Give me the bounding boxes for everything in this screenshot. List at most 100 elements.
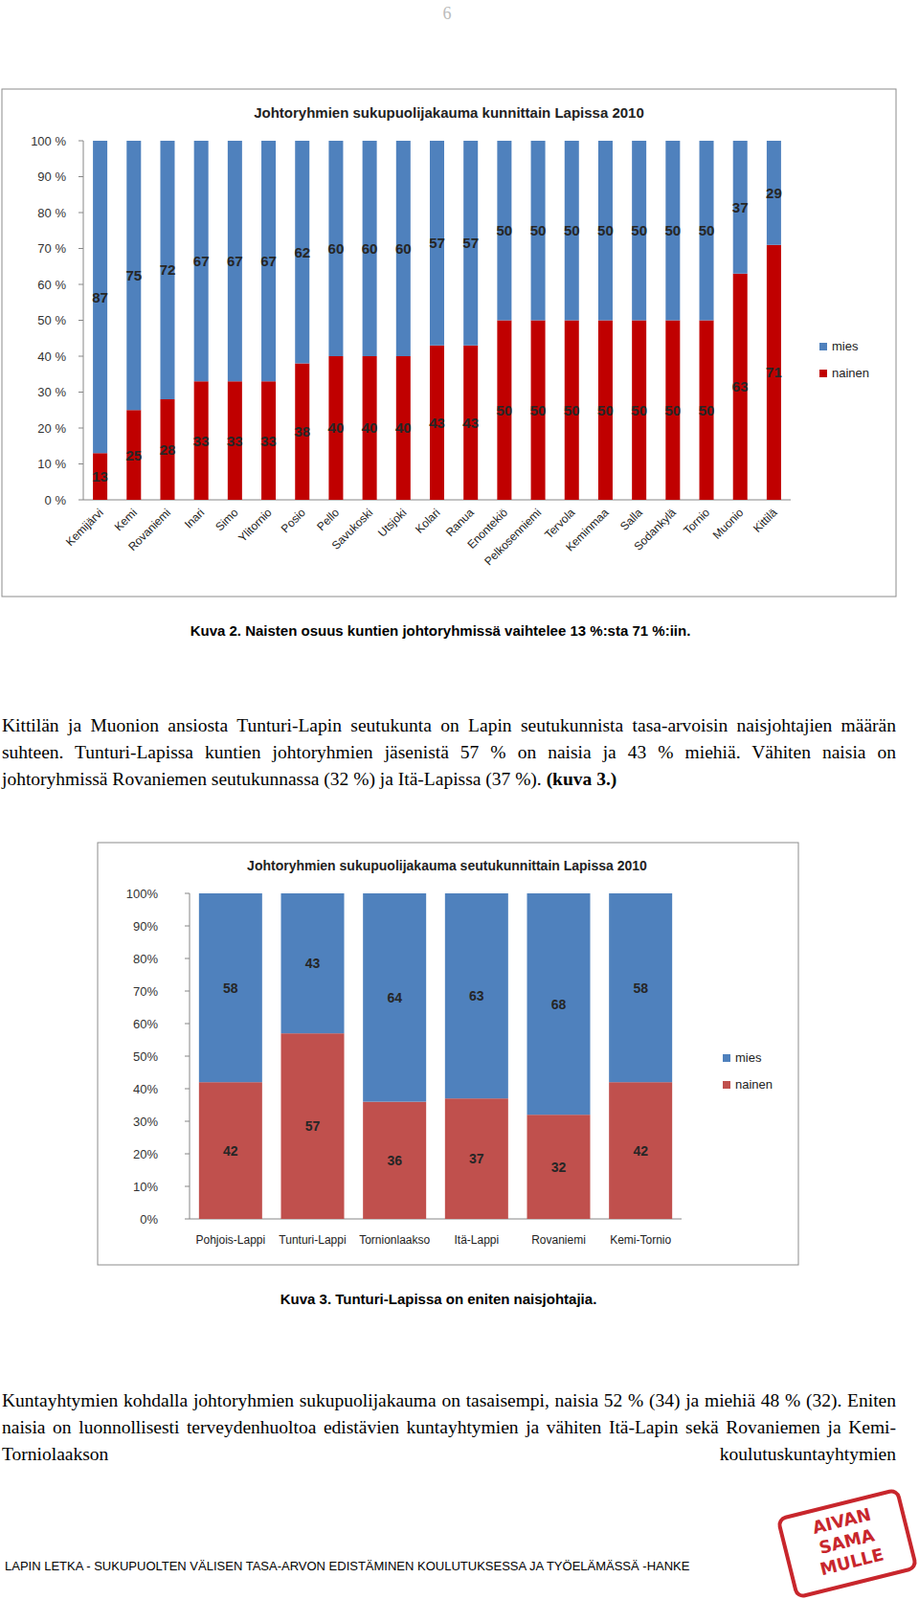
data-label: 60 <box>328 240 345 257</box>
y-tick <box>184 893 190 895</box>
chart: Johtoryhmien sukupuolijakauma kunnittain… <box>1 89 897 597</box>
bar-segment <box>608 1081 673 1219</box>
bar-segment <box>281 1032 345 1219</box>
bar-segment <box>261 381 276 500</box>
data-label: 37 <box>732 199 749 216</box>
bar-segment <box>699 140 715 321</box>
x-tick-label: Itä-Lappi <box>453 1232 499 1247</box>
y-tick <box>78 356 84 358</box>
y-tick <box>184 1218 190 1220</box>
bar-segment <box>429 140 445 346</box>
y-tick-label: 10% <box>133 1179 158 1194</box>
x-tick-label: Tornionlaakso <box>358 1232 430 1247</box>
y-tick <box>184 958 190 960</box>
y-tick <box>78 140 84 142</box>
data-label: 60 <box>361 240 379 257</box>
data-label: 43 <box>305 955 321 971</box>
legend-swatch <box>819 369 828 378</box>
y-tick-label: 40% <box>133 1081 158 1097</box>
y-tick-label: 40 % <box>37 349 67 364</box>
paragraph: Kuntayhtymien kohdalla johtoryhmien suku… <box>1 1387 897 1468</box>
bar-segment <box>631 140 647 321</box>
page-graphics: 6 Johtoryhmien sukupuolijakauma kunnittai… <box>0 0 919 1600</box>
y-tick-label: 10 % <box>37 456 67 471</box>
data-label: 75 <box>125 267 142 284</box>
x-tick-label: Pello <box>313 505 342 534</box>
bar-segment <box>92 452 108 500</box>
x-tick-label: Rovaniemi <box>125 505 174 554</box>
y-tick-label: 20% <box>133 1146 158 1162</box>
y-tick <box>184 1120 190 1122</box>
x-tick-label: Tunturi-Lappi <box>278 1232 346 1247</box>
logo-frame <box>778 1489 918 1597</box>
x-tick-label: Ylitornio <box>235 505 275 545</box>
legend-swatch <box>722 1080 731 1089</box>
caption: Kuva 3. Tunturi-Lapissa on eniten naisjo… <box>0 1290 877 1307</box>
data-labels: 425736373242584364636858 <box>223 955 649 1175</box>
data-label: 57 <box>305 1118 321 1134</box>
bar-segment <box>564 140 580 321</box>
data-label: 50 <box>698 402 716 419</box>
bar-segment <box>396 356 411 500</box>
data-label: 43 <box>462 414 479 431</box>
data-label: 50 <box>698 222 716 239</box>
y-tick <box>184 1153 190 1155</box>
y-tick <box>78 212 84 214</box>
data-label: 71 <box>765 363 783 381</box>
y-tick-label: 30% <box>133 1114 158 1129</box>
bar-segment <box>531 140 546 321</box>
y-tick-label: 100% <box>126 886 159 901</box>
bar-segment <box>159 399 175 500</box>
bar-segment <box>362 356 378 500</box>
data-label: 63 <box>469 987 485 1004</box>
y-tick-label: 50% <box>133 1049 158 1064</box>
bar-segment <box>126 409 141 500</box>
bar-segment <box>194 140 209 382</box>
y-tick-label: 50 % <box>37 313 67 328</box>
bar-segment <box>527 893 591 1115</box>
data-label: 50 <box>530 222 547 239</box>
data-label: 50 <box>496 402 514 419</box>
bar-segment <box>92 140 108 453</box>
data-label: 50 <box>563 222 581 239</box>
data-labels: 1325283333333840404043435050505050505063… <box>91 184 782 485</box>
y-tick-label: 0% <box>139 1211 158 1227</box>
footer: LAPIN LETKA - SUKUPUOLTEN VÄLISEN TASA-A… <box>4 1558 690 1573</box>
page-number: 6 <box>443 3 452 23</box>
y-tick <box>78 463 84 465</box>
x-tick-label: Salla <box>617 505 646 534</box>
data-label: 50 <box>597 222 614 239</box>
x-tick-label: Keminmaa <box>562 505 612 555</box>
y-tick-label: 60% <box>133 1016 158 1032</box>
chart: Johtoryhmien sukupuolijakauma seutukunni… <box>97 842 799 1265</box>
data-label: 50 <box>664 402 681 419</box>
bar-segment <box>766 140 782 246</box>
y-tick-label: 80 % <box>37 205 67 221</box>
y-tick-label: 90 % <box>37 169 67 184</box>
legend-label: nainen <box>735 1076 773 1092</box>
data-label: 50 <box>563 402 581 419</box>
x-tick-label: Posio <box>278 505 309 536</box>
data-label: 58 <box>632 980 649 996</box>
y-tick <box>184 1088 190 1090</box>
data-label: 50 <box>664 222 681 239</box>
bar-segment <box>281 893 345 1033</box>
bar-segment <box>227 381 243 500</box>
bar-segment <box>564 320 580 501</box>
data-label: 40 <box>361 419 379 436</box>
legend-label: mies <box>831 338 859 354</box>
legend: miesnainen <box>722 1050 773 1092</box>
data-label: 40 <box>328 419 345 436</box>
data-label: 28 <box>159 441 177 458</box>
y-tick <box>184 1186 190 1188</box>
paragraph-text: Kittilän ja Muonion ansiosta Tunturi-Lap… <box>1 715 897 789</box>
bar-segment <box>527 1114 591 1219</box>
bar-segment <box>733 273 748 500</box>
logo: AIVANSAMAMULLE <box>778 1489 918 1597</box>
data-label: 33 <box>193 432 210 449</box>
bar-segment <box>608 893 673 1082</box>
y-tick-label: 0 % <box>44 493 68 508</box>
bar-segment <box>328 356 343 500</box>
data-label: 33 <box>260 432 277 449</box>
y-tick-label: 90% <box>133 919 158 934</box>
